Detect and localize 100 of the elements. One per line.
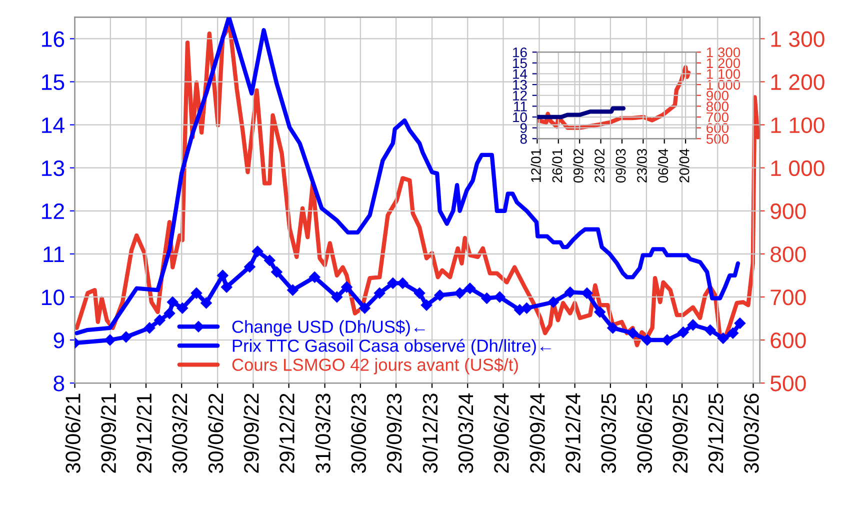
point	[627, 328, 638, 339]
x-tick-label: 09/03	[616, 148, 626, 183]
point	[704, 324, 716, 336]
y-tick-label: 16	[513, 47, 527, 58]
point	[718, 332, 729, 344]
x-tick-label: 30/12/23	[422, 394, 438, 474]
y2-tick-label: 1 200	[706, 58, 740, 68]
y-tick-label: 11	[514, 102, 527, 112]
x-tick-label: 29/12/22	[279, 394, 294, 473]
y-tick-label: 10	[513, 112, 527, 122]
legend-label: Cours LSMGO 42 jours avant (US$/t)	[232, 358, 518, 374]
y-tick-label: 8	[520, 134, 527, 144]
y-tick-label: 16	[42, 31, 64, 47]
legend-label: Prix TTC Gasoil Casa observé (Dh/litre)←	[232, 338, 551, 356]
point	[104, 334, 116, 346]
x-tick-label: 30/03/24	[458, 393, 474, 474]
x-tick-label: 29/12/24	[565, 393, 580, 473]
y2-tick-label: 700	[706, 112, 728, 122]
point	[341, 281, 352, 293]
x-tick-label: 31/03/23	[315, 394, 330, 474]
y2-tick-label: 900	[770, 203, 806, 220]
point	[464, 282, 476, 294]
y-tick-label: 9	[520, 123, 527, 133]
point	[190, 287, 202, 299]
point	[264, 254, 276, 266]
y2-tick-label: 700	[770, 289, 806, 306]
y-tick-label: 12	[42, 203, 64, 219]
point	[120, 331, 132, 343]
point	[164, 308, 176, 319]
point	[374, 287, 386, 299]
y2-tick-label: 800	[706, 102, 728, 112]
point	[359, 302, 370, 314]
x-tick-label: 23/03	[636, 148, 647, 182]
y2-tick-label: 600	[770, 332, 806, 348]
point	[271, 266, 282, 278]
legend-label: Change USD (Dh/US$)←	[232, 320, 425, 336]
point	[167, 296, 178, 308]
x-tick-label: 09/02	[573, 149, 584, 183]
x-tick-label: 29/09/24	[530, 393, 545, 473]
x-tick-label: 29/09/23	[386, 394, 402, 473]
y-tick-label: 12	[513, 90, 527, 100]
point	[564, 286, 576, 298]
x-tick-label: 30/06/21	[65, 394, 80, 474]
point	[414, 287, 426, 299]
point	[594, 306, 606, 318]
point	[144, 322, 156, 334]
y-tick-label: 13	[42, 160, 64, 176]
x-tick-label: 06/04	[658, 148, 668, 183]
y-tick-label: 14	[42, 118, 64, 133]
y-tick-label: 15	[42, 74, 64, 90]
y2-tick-label: 900	[706, 90, 728, 101]
point	[581, 287, 593, 299]
point	[434, 290, 446, 301]
x-tick-label: 26/01	[552, 149, 562, 182]
point	[287, 284, 298, 296]
y2-tick-label: 1 000	[771, 160, 824, 176]
y-tick-label: 10	[42, 289, 64, 306]
point	[662, 334, 673, 346]
y2-tick-label: 800	[770, 246, 806, 262]
point	[481, 292, 492, 304]
y2-tick-label: 500	[770, 376, 806, 392]
y2-tick-label: 500	[706, 134, 728, 144]
point	[734, 318, 746, 329]
point	[397, 278, 408, 289]
x-tick-label: 29/06/24	[494, 393, 509, 473]
y-tick-label: 14	[513, 69, 528, 79]
point	[154, 314, 166, 326]
point	[548, 296, 559, 308]
point	[176, 302, 188, 314]
x-tick-label: 30/06/23	[350, 394, 366, 474]
point	[494, 291, 506, 303]
y-tick-label: 8	[54, 376, 64, 392]
x-tick-label: 30/06/22	[208, 394, 224, 474]
y-tick-label: 13	[513, 80, 527, 90]
point	[200, 297, 212, 309]
point	[309, 272, 320, 283]
x-tick-label: 29/09/21	[100, 394, 116, 473]
point	[387, 278, 398, 289]
x-tick-label: 12/01	[530, 149, 541, 182]
y2-tick-label: 1 200	[771, 74, 824, 90]
y2-tick-label: 1 100	[771, 117, 824, 134]
x-tick-label: 29/09/25	[672, 394, 688, 473]
x-tick-label: 29/12/25	[708, 394, 724, 473]
x-tick-label: 20/04	[679, 148, 690, 182]
y-tick-label: 15	[513, 58, 527, 68]
x-tick-label: 29/09/22	[244, 394, 259, 473]
point	[607, 322, 618, 334]
y2-tick-label: 1 300	[706, 47, 740, 58]
x-tick-label: 30/06/25	[636, 394, 652, 474]
point	[221, 281, 232, 293]
point	[454, 287, 466, 299]
line-series	[537, 65, 691, 130]
point	[678, 326, 689, 338]
y-tick-label: 11	[44, 246, 64, 262]
point	[217, 270, 228, 282]
y-tick-label: 9	[54, 332, 64, 348]
point	[252, 246, 264, 257]
x-tick-label: 30/03/22	[172, 394, 188, 474]
y2-tick-label: 1 300	[771, 31, 824, 47]
point	[331, 291, 343, 303]
